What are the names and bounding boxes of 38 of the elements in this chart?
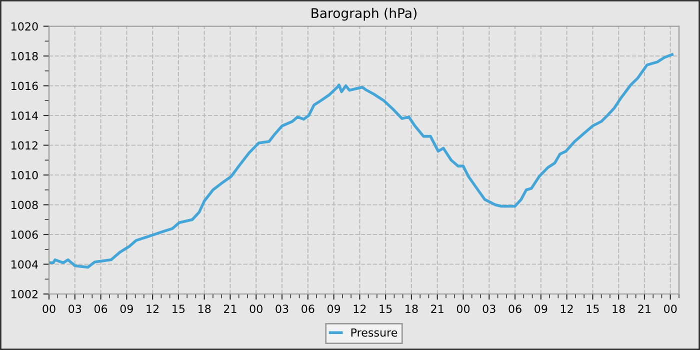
x-tick-label: 12 (146, 304, 159, 313)
x-tick-label: 00 (456, 304, 470, 314)
x-tick-label: 15 (586, 304, 599, 314)
y-tick-label: 1010 (12, 170, 38, 180)
x-tick-label: 03 (276, 304, 288, 314)
x-tick-label: 21 (431, 304, 444, 313)
x-tick-label: 12 (560, 304, 573, 313)
y-tick-label: 1012 (12, 141, 38, 150)
y-tick-label: 1018 (12, 52, 38, 60)
x-tick-label: 06 (94, 304, 108, 314)
y-tick-label: 1020 (12, 22, 38, 31)
x-tick-label: 18 (612, 304, 625, 314)
y-tick-label: 1006 (12, 230, 38, 239)
y-tick-label: 1002 (12, 290, 38, 298)
y-tick-label: 1004 (12, 260, 38, 269)
x-tick-label: 09 (534, 304, 548, 314)
x-tick-label: 00 (250, 304, 262, 314)
x-tick-label: 21 (638, 304, 651, 313)
x-tick-label: 03 (482, 304, 496, 314)
x-tick-label: 18 (406, 304, 418, 314)
y-tick-label: 1016 (12, 82, 38, 90)
legend-label: Pressure (351, 328, 398, 337)
x-tick-label: 03 (68, 304, 82, 314)
x-tick-label: 15 (172, 304, 185, 314)
x-tick-label: 06 (302, 304, 314, 314)
x-tick-label: 06 (508, 304, 522, 314)
x-tick-label: 21 (224, 304, 236, 313)
line-series (49, 53, 674, 269)
x-tick-label: 00 (664, 304, 677, 314)
x-tick-label: 09 (120, 304, 133, 314)
x-tick-label: 00 (42, 304, 56, 314)
x-tick-label: 15 (380, 304, 392, 314)
x-tick-label: 09 (327, 304, 340, 314)
y-tick-label: 1014 (12, 111, 38, 120)
chart-title: Barograph (hPa) (312, 8, 416, 21)
y-tick-label: 1008 (12, 200, 38, 210)
x-tick-label: 12 (354, 304, 366, 313)
x-tick-label: 18 (198, 304, 211, 314)
